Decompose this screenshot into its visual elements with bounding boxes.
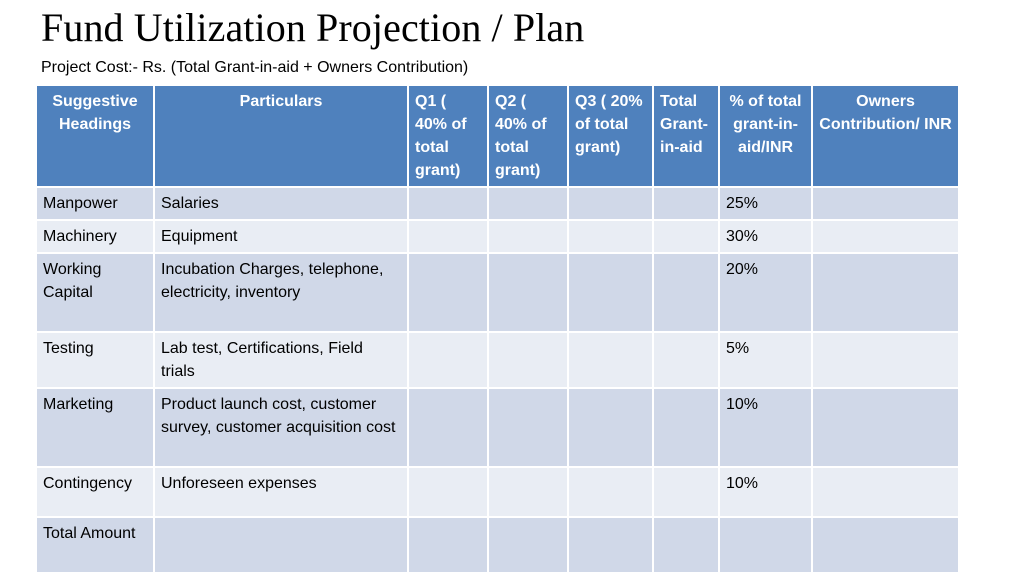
cell-percent: 10% [718, 387, 813, 468]
cell-owners [811, 466, 960, 518]
cell-q1 [407, 331, 489, 389]
cell-q3 [567, 466, 654, 518]
header-q1: Q1 ( 40% of total grant) [407, 84, 489, 188]
cell-percent: 5% [718, 331, 813, 389]
cell-q3 [567, 252, 654, 333]
cell-particulars: Lab test, Certifications, Field trials [153, 331, 409, 389]
cell-percent: 20% [718, 252, 813, 333]
cell-q2 [487, 219, 569, 254]
cell-q1 [407, 466, 489, 518]
cell-heading: Manpower [35, 186, 155, 221]
cell-percent: 25% [718, 186, 813, 221]
cell-percent: 30% [718, 219, 813, 254]
cell-q1 [407, 252, 489, 333]
cell-total-grant [652, 252, 720, 333]
cell-heading: Total Amount [35, 516, 155, 574]
header-q3: Q3 ( 20% of total grant) [567, 84, 654, 188]
cell-owners [811, 186, 960, 221]
cell-q2 [487, 186, 569, 221]
cell-owners [811, 516, 960, 574]
table-row-total: Total Amount [35, 516, 960, 574]
cell-q2 [487, 466, 569, 518]
cell-total-grant [652, 466, 720, 518]
cell-q2 [487, 331, 569, 389]
cell-percent [718, 516, 813, 574]
cell-heading: Testing [35, 331, 155, 389]
cell-particulars: Product launch cost, customer survey, cu… [153, 387, 409, 468]
header-percent-grant: % of total grant-in-aid/INR [718, 84, 813, 188]
cell-owners [811, 252, 960, 333]
slide-subtitle: Project Cost:- Rs. (Total Grant-in-aid +… [41, 59, 469, 76]
cell-total-grant [652, 331, 720, 389]
header-particulars: Particulars [153, 84, 409, 188]
header-owners-contribution: Owners Contribution/ INR [811, 84, 960, 188]
cell-particulars: Incubation Charges, telephone, electrici… [153, 252, 409, 333]
cell-owners [811, 387, 960, 468]
cell-q1 [407, 387, 489, 468]
cell-total-grant [652, 516, 720, 574]
table-row: Testing Lab test, Certifications, Field … [35, 331, 960, 389]
cell-percent: 10% [718, 466, 813, 518]
table-row: Manpower Salaries 25% [35, 186, 960, 221]
cell-heading: Machinery [35, 219, 155, 254]
header-total-grant: Total Grant-in-aid [652, 84, 720, 188]
table-row: Working Capital Incubation Charges, tele… [35, 252, 960, 333]
table-row: Contingency Unforeseen expenses 10% [35, 466, 960, 518]
fund-utilization-table: Suggestive Headings Particulars Q1 ( 40%… [35, 84, 960, 574]
cell-q3 [567, 516, 654, 574]
cell-q1 [407, 186, 489, 221]
cell-q3 [567, 331, 654, 389]
cell-particulars: Unforeseen expenses [153, 466, 409, 518]
cell-owners [811, 331, 960, 389]
table-header-row: Suggestive Headings Particulars Q1 ( 40%… [35, 84, 960, 188]
cell-heading: Marketing [35, 387, 155, 468]
cell-q2 [487, 516, 569, 574]
table-row: Machinery Equipment 30% [35, 219, 960, 254]
cell-q2 [487, 252, 569, 333]
cell-q3 [567, 186, 654, 221]
cell-particulars: Salaries [153, 186, 409, 221]
cell-heading: Working Capital [35, 252, 155, 333]
header-q2: Q2 ( 40% of total grant) [487, 84, 569, 188]
cell-q3 [567, 219, 654, 254]
cell-q1 [407, 219, 489, 254]
cell-total-grant [652, 387, 720, 468]
cell-particulars: Equipment [153, 219, 409, 254]
cell-owners [811, 219, 960, 254]
cell-total-grant [652, 186, 720, 221]
table-row: Marketing Product launch cost, customer … [35, 387, 960, 468]
slide-title: Fund Utilization Projection / Plan [41, 5, 585, 50]
cell-q2 [487, 387, 569, 468]
cell-q1 [407, 516, 489, 574]
header-suggestive-headings: Suggestive Headings [35, 84, 155, 188]
cell-heading: Contingency [35, 466, 155, 518]
cell-total-grant [652, 219, 720, 254]
cell-q3 [567, 387, 654, 468]
cell-particulars [153, 516, 409, 574]
